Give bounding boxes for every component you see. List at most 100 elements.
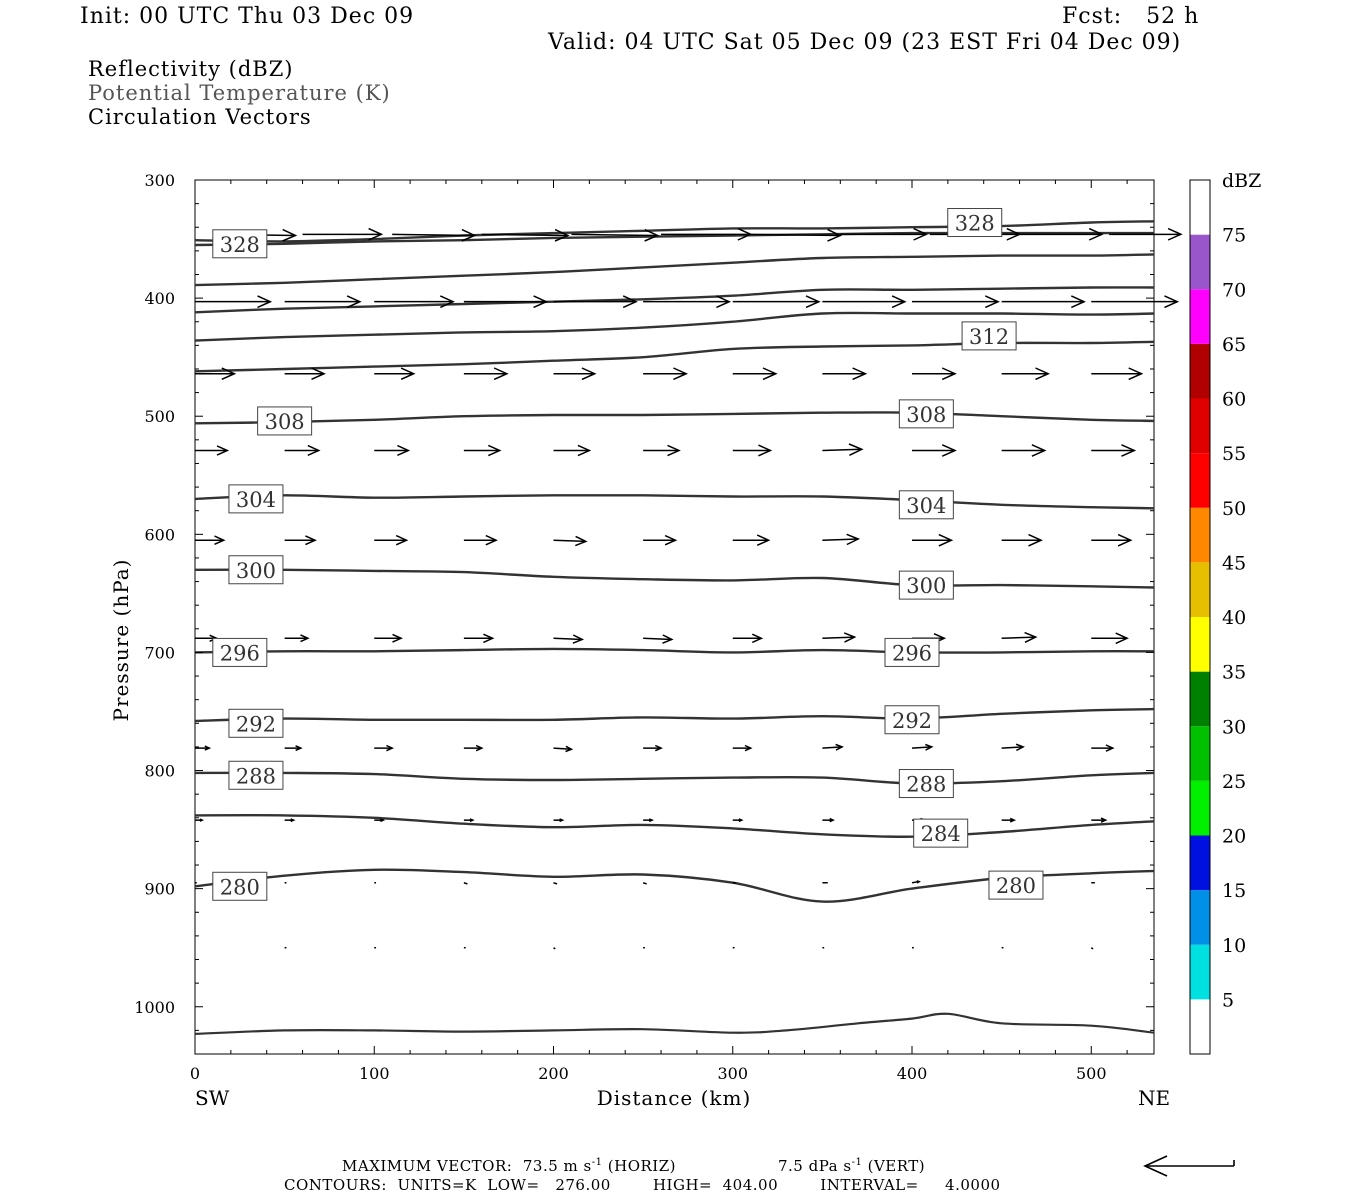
colorbar-group: 5 10 15 20 25 30 35 40 45 50 55 60 65 70 75 dBZ [1189, 170, 1261, 1055]
circulation-vector [481, 228, 570, 242]
colorbar-swatch [1190, 289, 1210, 344]
contour-label-text: 280 [996, 874, 1036, 898]
circulation-vector [374, 534, 409, 546]
colorbar-swatch [1190, 507, 1210, 563]
contour-label-312: 312 [961, 321, 1017, 351]
circulation-vector [822, 817, 835, 823]
circulation-vector [463, 295, 549, 309]
contour-label-288: 288 [898, 769, 954, 799]
circulation-vector [284, 634, 310, 643]
circulation-vector [911, 743, 934, 751]
contour-label-280: 280 [988, 870, 1044, 900]
y-axis-label: Pressure (hPa) [109, 559, 133, 722]
contour-label-text: 296 [220, 641, 260, 665]
circulation-vector [463, 744, 484, 752]
contour-label-text: 308 [906, 403, 946, 427]
circulation-vector [1001, 631, 1038, 643]
y-tick-label: 700 [144, 643, 175, 662]
colorbar-swatch [1190, 944, 1210, 1000]
x-tick-label: 300 [717, 1064, 748, 1083]
contour-label-288: 288 [228, 760, 284, 790]
max-vector-label: MAXIMUM VECTOR: [342, 1157, 513, 1175]
vert-exponent: -1 [851, 1157, 863, 1168]
circulation-vector [463, 534, 498, 546]
contour-label-text: 300 [906, 574, 946, 598]
circulation-vector [643, 295, 732, 309]
colorbar-swatch [1190, 617, 1210, 672]
circulation-vector [553, 634, 585, 644]
contour-label-text: 300 [236, 559, 276, 583]
isentrope-line-300 [194, 568, 1155, 589]
isentropes-group [194, 220, 1155, 903]
x-tick-label: 100 [359, 1064, 390, 1083]
circulation-vector [195, 367, 237, 380]
circulation-vector [463, 633, 495, 644]
circulation-vector [463, 444, 502, 457]
contour-label-text: 304 [236, 488, 276, 512]
contour-label-text: 292 [892, 709, 932, 733]
colorbar-swatch [1190, 453, 1210, 508]
vectors-group [195, 227, 1183, 950]
isentrope-line-288 [194, 771, 1155, 785]
circulation-vector [1019, 227, 1104, 241]
isentrope-line-304 [194, 494, 1155, 510]
circulation-vector [732, 295, 821, 309]
circulation-vector [284, 295, 362, 309]
colorbar-label: 60 [1222, 389, 1246, 411]
circulation-vector [553, 295, 638, 309]
circulation-vector [1001, 367, 1051, 381]
circulation-vector [553, 367, 597, 381]
circulation-vector [195, 818, 205, 822]
colorbar-swatch [1190, 343, 1210, 399]
colorbar-swatch [1190, 562, 1210, 617]
contour-label-text: 296 [892, 641, 932, 665]
x-tick-label: 0 [190, 1064, 200, 1083]
colorbar-swatch [1190, 835, 1210, 891]
x-tick-label: 200 [538, 1064, 569, 1083]
contour-label-text: 292 [236, 712, 276, 736]
circulation-vector [553, 882, 558, 885]
plot-frame [194, 179, 1155, 1055]
colorbar-label: 35 [1222, 662, 1246, 684]
contour-label-328: 328 [212, 229, 268, 259]
circulation-vector [1091, 444, 1137, 457]
circulation-vector [1001, 817, 1017, 823]
surface-group [194, 1012, 1155, 1035]
isentrope-line-296 [194, 647, 1155, 654]
circulation-vector [553, 947, 556, 950]
y-tick-label: 300 [144, 171, 175, 190]
contour-label-text: 288 [906, 773, 946, 797]
circulation-vector [732, 534, 771, 546]
colorbar-swatch [1190, 671, 1210, 727]
isentrope-line-292 [194, 707, 1155, 723]
circulation-vector [374, 633, 403, 643]
circulation-vector [463, 882, 468, 885]
colorbar-swatch [1190, 890, 1210, 945]
circulation-vector [732, 633, 764, 644]
surface-pressure-line [194, 1012, 1155, 1035]
contour-label-text: 308 [265, 410, 305, 434]
circulation-vector [912, 444, 957, 457]
contour-label-296: 296 [884, 637, 940, 667]
circulation-vector [912, 533, 954, 547]
circulation-vector [732, 744, 753, 752]
x-endpoint-ne: NE [1138, 1086, 1170, 1110]
y-tick-label: 800 [144, 762, 175, 781]
circulation-vector [642, 882, 647, 885]
horiz-tag: (HORIZ) [607, 1157, 677, 1175]
circulation-vector [374, 818, 386, 823]
circulation-vector [822, 443, 864, 456]
x-tick-label: 500 [1076, 1064, 1107, 1083]
circulation-vector [1001, 533, 1043, 547]
circulation-vector [643, 634, 674, 644]
circulation-vector [912, 367, 957, 381]
isentrope-line-unlabeled-11 [194, 253, 1155, 287]
legend-reflectivity: Reflectivity (dBZ) [88, 57, 294, 81]
contour-label-304: 304 [228, 484, 284, 514]
colorbar-swatch [1190, 234, 1210, 290]
colorbar-label: 25 [1222, 771, 1246, 793]
isentrope-line-unlabeled-10 [194, 286, 1155, 314]
circulation-vector [732, 818, 744, 823]
circulation-vector [374, 444, 411, 456]
